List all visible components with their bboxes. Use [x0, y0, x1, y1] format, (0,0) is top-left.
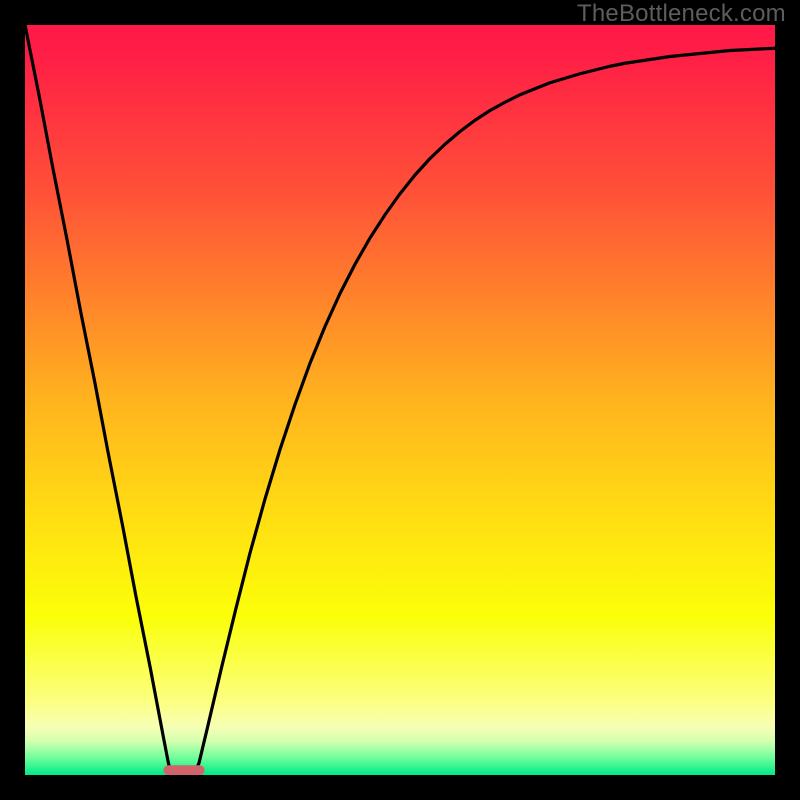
chart-svg: [0, 0, 800, 800]
optimal-marker: [163, 765, 204, 775]
chart-container: TheBottleneck.com: [0, 0, 800, 800]
watermark-text: TheBottleneck.com: [577, 0, 786, 28]
gradient-background: [25, 25, 775, 775]
